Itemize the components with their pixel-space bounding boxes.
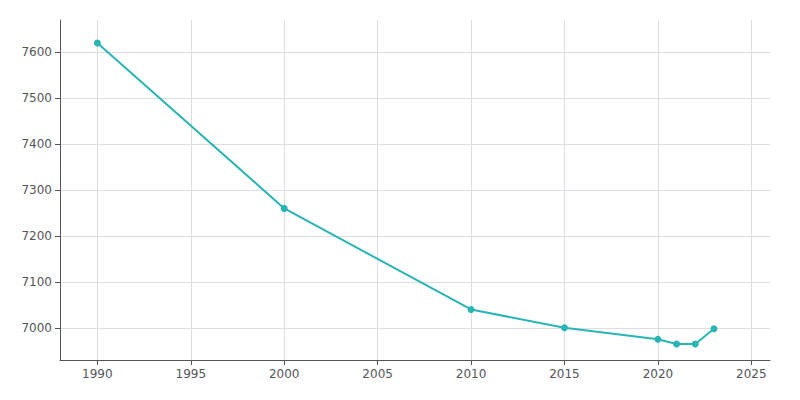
svg-text:7500: 7500 bbox=[21, 91, 52, 105]
svg-text:7600: 7600 bbox=[21, 45, 52, 59]
svg-text:1990: 1990 bbox=[82, 367, 113, 381]
svg-text:2025: 2025 bbox=[736, 367, 767, 381]
svg-text:7300: 7300 bbox=[21, 183, 52, 197]
svg-text:7200: 7200 bbox=[21, 229, 52, 243]
svg-text:1995: 1995 bbox=[176, 367, 207, 381]
svg-text:7000: 7000 bbox=[21, 321, 52, 335]
svg-text:2005: 2005 bbox=[362, 367, 393, 381]
svg-text:2015: 2015 bbox=[549, 367, 580, 381]
svg-text:2010: 2010 bbox=[456, 367, 487, 381]
svg-text:7100: 7100 bbox=[21, 275, 52, 289]
svg-text:2000: 2000 bbox=[269, 367, 300, 381]
svg-text:2020: 2020 bbox=[643, 367, 674, 381]
svg-text:7400: 7400 bbox=[21, 137, 52, 151]
